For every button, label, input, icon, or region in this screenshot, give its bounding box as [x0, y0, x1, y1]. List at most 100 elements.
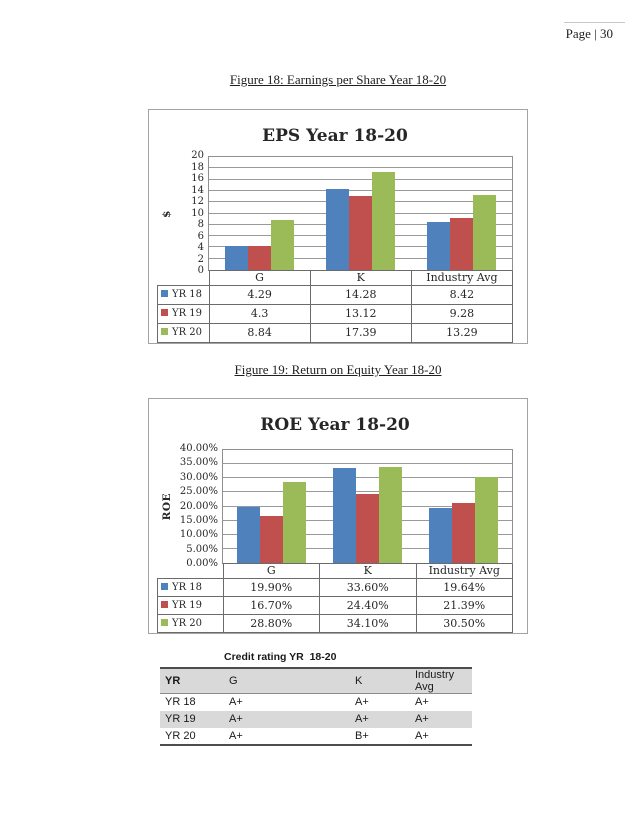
- y-tick-label: 20.00%: [179, 500, 218, 512]
- credit-header-cell: YR: [165, 675, 181, 687]
- credit-cell: YR 18: [165, 696, 196, 709]
- y-tick-label: 12: [191, 196, 204, 207]
- credit-header-cell: G: [229, 675, 238, 687]
- bar-yr19-0: [248, 245, 271, 270]
- legend-cell: YR 18: [157, 577, 224, 597]
- bar-yr20-2: [473, 194, 496, 270]
- credit-cell: A+: [355, 696, 369, 709]
- value-cell: 14.28: [309, 284, 412, 305]
- table-row: YR 19 16.70% 24.40% 21.39%: [157, 595, 513, 615]
- gridline: [223, 477, 512, 479]
- category-header: G: [222, 564, 320, 579]
- bar-group-g: [209, 157, 310, 270]
- credit-cell: A+: [415, 713, 429, 725]
- figure-18-caption: Figure 18: Earnings per Share Year 18-20: [229, 72, 447, 87]
- credit-row: YR 18 A+ A+ A+: [160, 694, 472, 711]
- credit-cell: A+: [355, 713, 369, 725]
- value-cell: 16.70%: [222, 595, 320, 615]
- credit-cell: YR 20: [165, 729, 196, 742]
- legend-swatch-icon: [161, 328, 168, 335]
- y-tick-label: 4: [197, 242, 204, 253]
- series-name: YR 20: [172, 327, 203, 338]
- legend-cell: YR 20: [157, 613, 224, 633]
- value-cell: 30.50%: [415, 613, 513, 633]
- y-tick-label: 16: [191, 173, 204, 184]
- series-name: YR 19: [172, 308, 203, 319]
- bar-yr18-0: [236, 506, 260, 563]
- table-row: YR 19 4.3 13.12 9.28: [157, 303, 514, 324]
- y-tick-label: 8: [197, 219, 204, 230]
- legend-swatch-icon: [161, 618, 168, 626]
- bar-yr19-2: [450, 217, 473, 270]
- legend-swatch-icon: [161, 600, 168, 608]
- bar-yr18-1: [332, 468, 356, 563]
- legend-swatch-icon: [161, 309, 168, 316]
- series-name: YR 20: [172, 617, 203, 629]
- eps-chart: EPS Year 18-20 $ 0 2 4 6 8 10 12 14 16 18 20 G K Ind…: [148, 109, 528, 344]
- value-cell: 8.84: [208, 322, 311, 343]
- bar-groups: [223, 450, 512, 563]
- figure-19-caption: Figure 19: Return on Equity Year 18-20: [234, 362, 442, 377]
- credit-rating-section: Credit rating YR 18-20 YR G K Industry Avg Y…: [160, 651, 472, 746]
- table-row: YR 20 28.80% 34.10% 30.50%: [157, 613, 513, 633]
- category-header: K: [309, 271, 412, 286]
- y-tick-label: 40.00%: [179, 443, 218, 454]
- y-axis-title: $: [161, 209, 173, 218]
- bar-yr20-2: [475, 476, 499, 563]
- series-name: YR 18: [172, 581, 203, 593]
- gridline: [223, 491, 512, 493]
- credit-rating-table: YR G K Industry Avg YR 18 A+ A+ A+ YR 19 A+ A+ A+ YR…: [160, 667, 472, 746]
- roe-chart: ROE Year 18-20 ROE 0.00% 5.00% 10.00% 15.00…: [148, 398, 528, 634]
- chart-data-table: G K Industry Avg YR 18 19.90% 33.60% 19.64% YR …: [157, 564, 513, 633]
- y-tick-label: 14: [191, 184, 204, 196]
- credit-table-title: Credit rating YR 18-20: [224, 651, 337, 663]
- chart-body: $ 0 2 4 6 8 10 12 14 16 18 20: [157, 151, 513, 276]
- page-header: Page | 30: [563, 22, 625, 42]
- credit-cell: A+: [415, 729, 429, 742]
- bar-yr19-2: [452, 502, 476, 563]
- credit-cell: YR 19: [165, 713, 196, 725]
- legend-cell: YR 20: [157, 322, 210, 343]
- table-header-row: G K Industry Avg: [157, 271, 514, 286]
- value-cell: 4.3: [208, 303, 311, 324]
- credit-header-cell: Industry Avg: [415, 669, 455, 693]
- credit-cell: A+: [229, 729, 243, 742]
- y-tick-label: 10: [191, 207, 204, 219]
- bar-yr19-1: [349, 195, 372, 270]
- value-cell: 9.28: [410, 303, 514, 324]
- y-tick-label: 15.00%: [179, 514, 218, 526]
- plot-area: [208, 156, 513, 271]
- y-tick-label: 0.00%: [186, 558, 218, 569]
- y-tick-label: 6: [197, 230, 204, 242]
- series-name: YR 18: [172, 289, 203, 300]
- credit-cell: A+: [415, 696, 429, 709]
- y-tick-label: 25.00%: [179, 486, 218, 498]
- credit-cell: A+: [229, 696, 243, 709]
- gridline: [209, 167, 512, 169]
- value-cell: 21.39%: [415, 595, 513, 615]
- legend-swatch-icon: [161, 582, 168, 590]
- credit-header-row: YR G K Industry Avg: [160, 668, 472, 694]
- bar-yr18-2: [429, 507, 453, 563]
- legend-cell: YR 19: [157, 303, 210, 324]
- value-cell: 24.40%: [319, 595, 417, 615]
- y-tick-label: 35.00%: [179, 457, 218, 469]
- chart-title: EPS Year 18-20: [262, 126, 408, 146]
- y-tick-label: 18: [191, 161, 204, 173]
- legend-swatch-icon: [161, 290, 168, 297]
- credit-cell: B+: [355, 729, 369, 742]
- page-number: Page | 30: [565, 26, 613, 41]
- credit-cell: A+: [229, 713, 243, 725]
- y-tick-label: 20: [191, 150, 204, 161]
- chart-body: ROE 0.00% 5.00% 10.00% 15.00% 20.00% 25.00% 30…: [157, 444, 513, 569]
- legend-cell: YR 18: [157, 284, 210, 305]
- credit-row: YR 20 A+ B+ A+: [160, 728, 472, 745]
- value-cell: 17.39: [309, 322, 412, 343]
- y-tick-label: 5.00%: [186, 543, 218, 555]
- series-name: YR 19: [172, 599, 203, 611]
- value-cell: 19.90%: [222, 577, 320, 597]
- bar-yr19-0: [259, 515, 283, 563]
- gridline: [223, 463, 512, 465]
- chart-data-table: G K Industry Avg YR 18 4.29 14.28 8.42 YR 19 4.3…: [157, 271, 514, 343]
